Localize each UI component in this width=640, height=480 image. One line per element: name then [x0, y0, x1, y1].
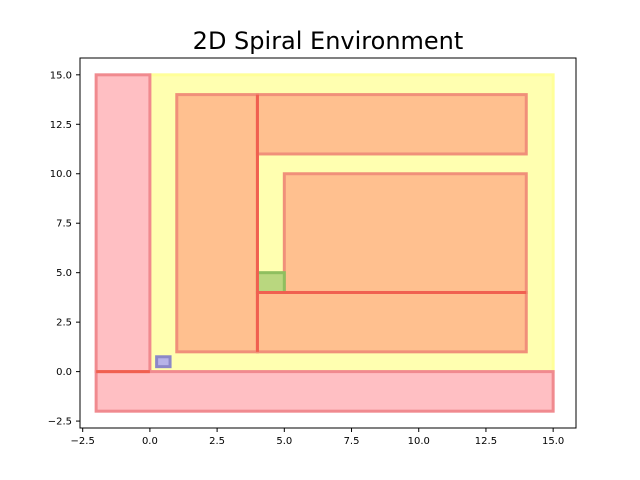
axes-frame [79, 57, 577, 429]
y-tick-label: 7.5 [56, 219, 72, 230]
plot-area [94, 73, 555, 413]
y-tick-label: 10.0 [50, 169, 72, 180]
x-tick-label: 5.0 [276, 436, 292, 447]
rect-inner-bottom [255, 290, 528, 354]
rect-inner-left [175, 93, 259, 354]
rect-left-wall [94, 73, 152, 374]
rect-start [155, 355, 172, 369]
y-tick-label: 5.0 [56, 268, 72, 279]
rect-goal [255, 271, 286, 294]
y-tick-label: 0.0 [56, 367, 72, 378]
x-tick-label: −2.5 [71, 436, 95, 447]
x-tick-label: 2.5 [209, 436, 225, 447]
y-tick-label: −2.5 [48, 417, 72, 428]
x-tick-label: 7.5 [344, 436, 360, 447]
rect-bottom-wall [94, 370, 555, 413]
x-tick-label: 10.0 [408, 436, 430, 447]
x-tick-label: 0.0 [142, 436, 158, 447]
x-tick-label: 12.5 [475, 436, 497, 447]
chart-title: 2D Spiral Environment [193, 27, 464, 55]
rect-inner-top [255, 93, 528, 156]
rect-inner-right [282, 172, 528, 294]
x-tick-label: 15.0 [542, 436, 564, 447]
y-tick-label: 2.5 [56, 318, 72, 329]
y-tick-label: 15.0 [50, 70, 72, 81]
y-tick-label: 12.5 [50, 120, 72, 131]
axes: −2.5 0.0 2.5 5.0 7.5 10.0 12.5 15.0 −2.5 0.0 2.5 5.… [48, 57, 577, 447]
